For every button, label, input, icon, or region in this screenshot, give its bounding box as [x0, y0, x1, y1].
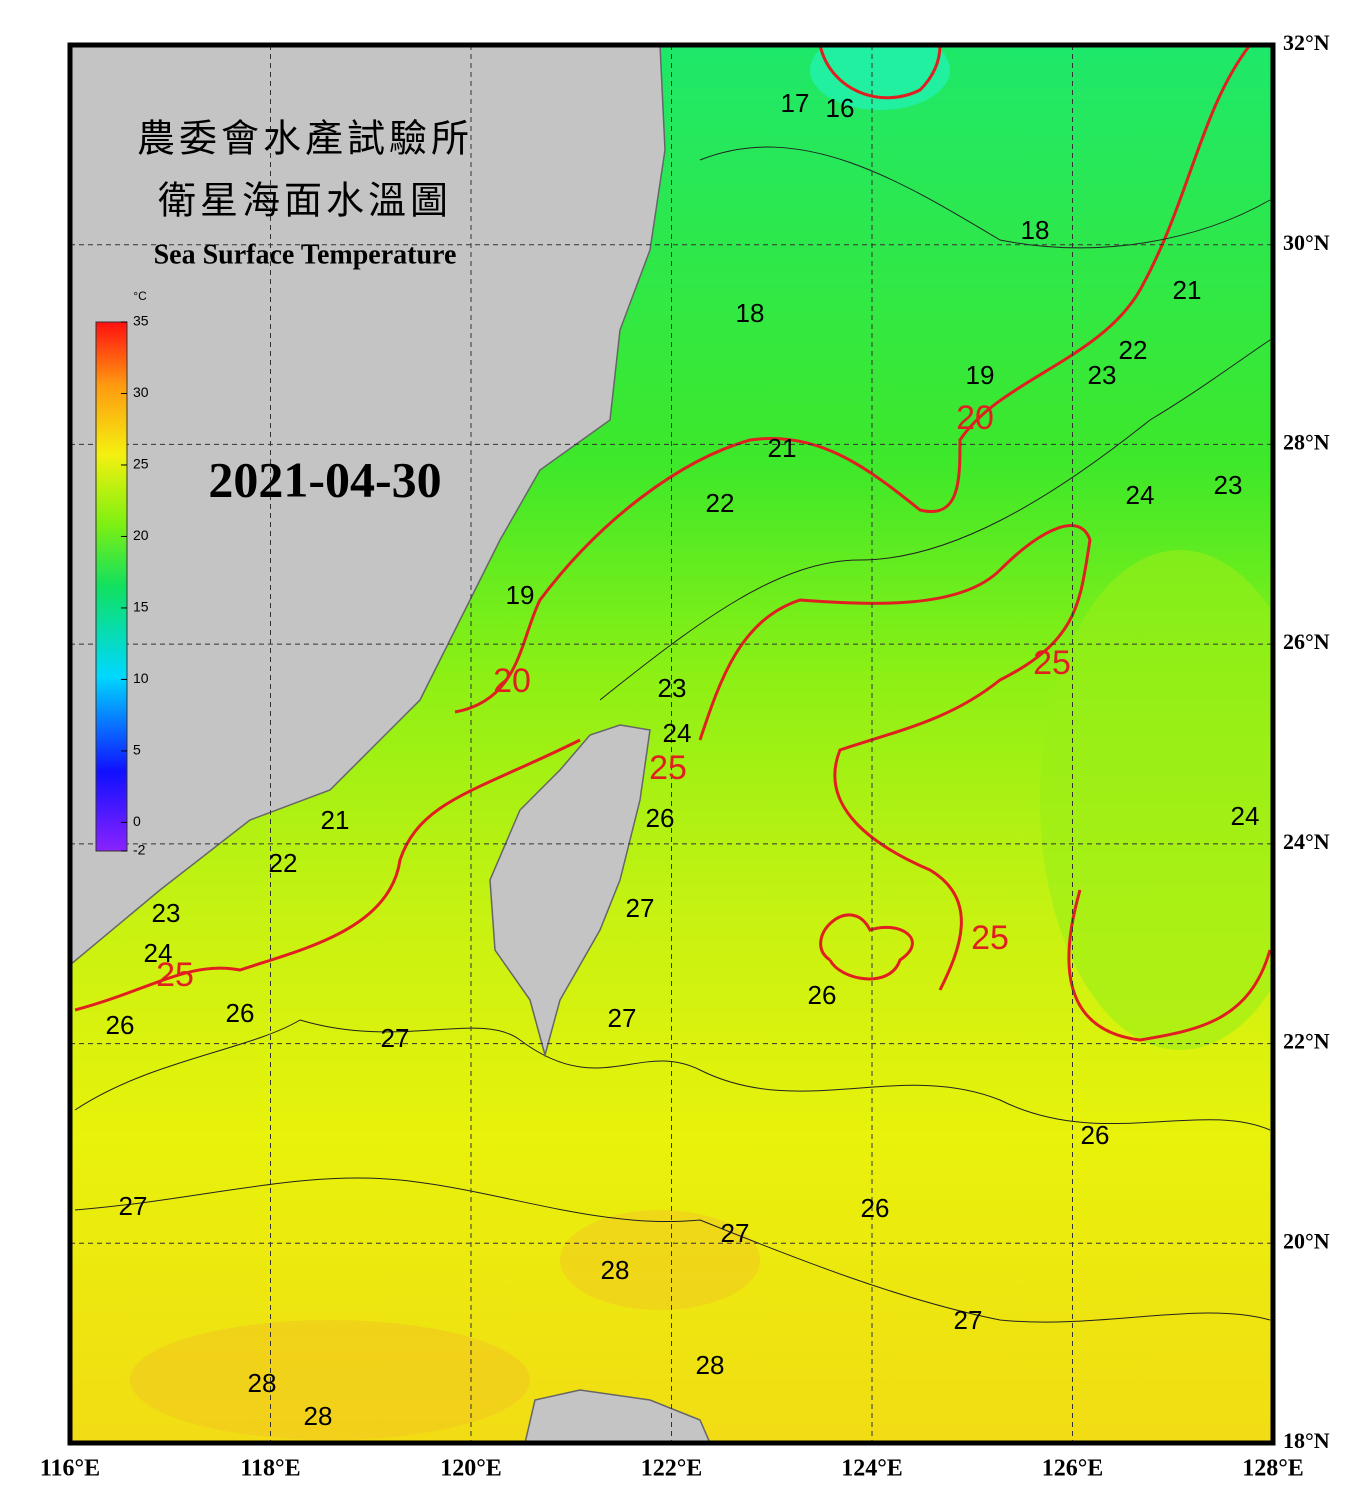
- contour-label: 28: [696, 1350, 725, 1380]
- isotherm-16: [818, 45, 942, 100]
- contour-label: 27: [119, 1191, 148, 1221]
- contour-label: 24: [1126, 480, 1155, 510]
- colorbar-tick-label: 35: [133, 313, 149, 329]
- graticule: [70, 45, 1273, 1443]
- colorbar-tick-label: 0: [133, 813, 141, 829]
- warm-patch: [560, 1210, 760, 1310]
- lon-label: 124°E: [841, 1456, 903, 1482]
- contour-label: 22: [1119, 335, 1148, 365]
- contour-label: 19: [966, 360, 995, 390]
- contour-label: 28: [248, 1368, 277, 1398]
- title: 衛星海面水溫圖: [158, 181, 452, 223]
- contour-label: 27: [721, 1218, 750, 1248]
- contour-label: 26: [861, 1193, 890, 1223]
- contour-label: 27: [954, 1305, 983, 1335]
- contour-label: 24: [663, 718, 692, 748]
- colorbar-tick-label: 20: [133, 527, 149, 543]
- contour-label: 27: [381, 1023, 410, 1053]
- subtitle: Sea Surface Temperature: [154, 239, 457, 270]
- colorbar-tick-label: -2: [133, 842, 146, 858]
- lon-label: 128°E: [1242, 1456, 1304, 1482]
- contour-label: 18: [736, 298, 765, 328]
- lon-label: 116°E: [40, 1456, 100, 1482]
- contour-label: 23: [1214, 470, 1243, 500]
- contour-label: 27: [608, 1003, 637, 1033]
- contour-label: 22: [269, 848, 298, 878]
- colorbar-tick-label: 25: [133, 456, 149, 472]
- lon-label: 122°E: [641, 1456, 703, 1482]
- colorbar-unit: °C: [133, 289, 147, 303]
- contour-label: 18: [1021, 215, 1050, 245]
- contour-label: 26: [106, 1010, 135, 1040]
- lat-label: 26°N: [1283, 629, 1330, 654]
- contour-label: 26: [808, 980, 837, 1010]
- mainland-china: [70, 45, 666, 966]
- title: 農委會水產試驗所: [137, 119, 473, 161]
- lon-label: 126°E: [1042, 1456, 1104, 1482]
- colorbar-tick-label: 10: [133, 670, 149, 686]
- date: 2021-04-30: [208, 451, 441, 507]
- contour-label: 26: [646, 803, 675, 833]
- colorbar-tick-label: 30: [133, 384, 149, 400]
- warm-patch: [1040, 550, 1273, 1050]
- warm-patch: [130, 1320, 530, 1440]
- contour-label: 27: [626, 893, 655, 923]
- contour-label: 23: [1088, 360, 1117, 390]
- map-frame: [67, 42, 1276, 1446]
- contour-label: 28: [601, 1255, 630, 1285]
- colorbar-tick-label: 5: [133, 742, 141, 758]
- contour-label: 19: [506, 580, 535, 610]
- contour-label: 23: [658, 673, 687, 703]
- contour-label: 24: [1231, 801, 1260, 831]
- isotherm-line: [74, 146, 1271, 1323]
- colorbar: [95, 321, 128, 852]
- lat-label: 20°N: [1283, 1228, 1330, 1253]
- contour-label: 25: [649, 749, 687, 787]
- contour-label: 16: [826, 93, 855, 123]
- lat-label: 32°N: [1283, 30, 1330, 55]
- contour-label: 28: [304, 1401, 333, 1431]
- contour-label: 26: [226, 998, 255, 1028]
- lat-label: 30°N: [1283, 230, 1330, 255]
- lon-label: 120°E: [440, 1456, 502, 1482]
- lat-label: 24°N: [1283, 829, 1330, 854]
- isotherm-25: [74, 524, 1272, 1042]
- contour-label: 21: [1173, 275, 1202, 305]
- contour-label: 20: [493, 662, 531, 700]
- contour-label: 24: [144, 938, 173, 968]
- contour-label: 23: [152, 898, 181, 928]
- contour-label: 17: [781, 88, 810, 118]
- luzon: [524, 1389, 711, 1443]
- contour-label: 22: [706, 488, 735, 518]
- contour-label: 26: [1081, 1120, 1110, 1150]
- contour-label: 20: [956, 399, 994, 437]
- contour-label: 21: [321, 805, 350, 835]
- lat-label: 18°N: [1283, 1428, 1330, 1453]
- lat-label: 22°N: [1283, 1029, 1330, 1054]
- colorbar-ticks: 35 30 25 20 15 10 5 0 -2: [121, 313, 149, 858]
- contour-label: 25: [1033, 644, 1071, 682]
- taiwan: [489, 724, 651, 1058]
- lat-label: 28°N: [1283, 429, 1330, 454]
- lon-label: 118°E: [240, 1456, 300, 1482]
- isotherm-20: [454, 45, 1252, 714]
- colorbar-tick-label: 15: [133, 599, 149, 615]
- contour-label: 25: [156, 956, 194, 994]
- contour-label: 25: [971, 919, 1009, 957]
- contour-label: 21: [768, 433, 797, 463]
